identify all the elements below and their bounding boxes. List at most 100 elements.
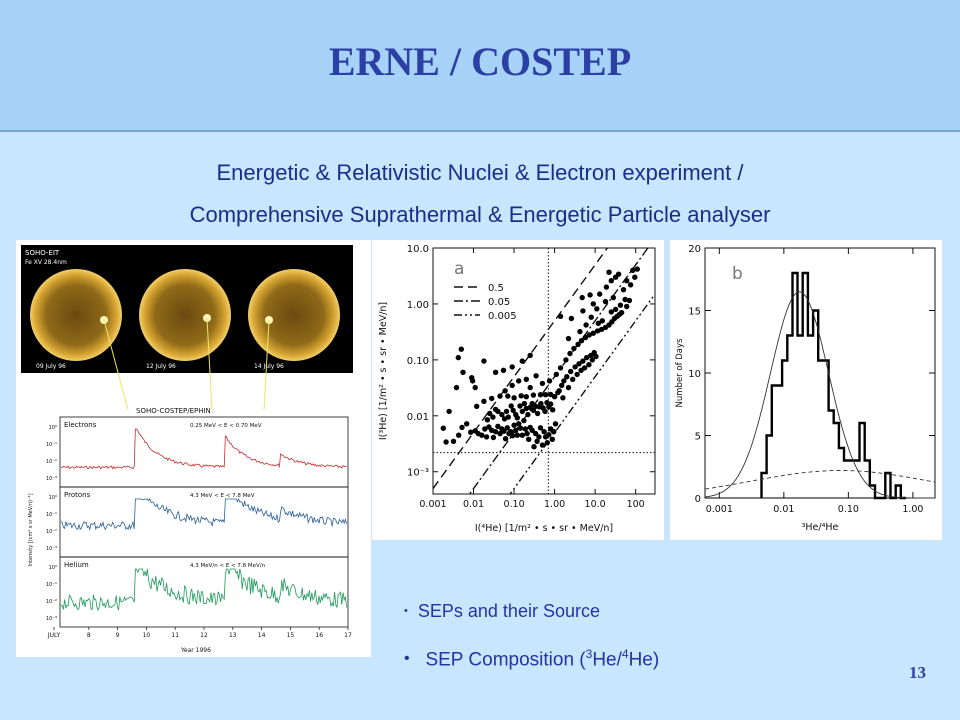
b-bar-17 xyxy=(849,461,854,499)
a-point-185 xyxy=(624,278,630,284)
a-xtick-0: 0.001 xyxy=(419,499,446,510)
a-point-78 xyxy=(542,408,548,415)
a-point-85 xyxy=(489,395,495,402)
a-point-159 xyxy=(622,296,628,303)
a-point-148 xyxy=(594,328,601,334)
a-point-5 xyxy=(456,432,462,438)
b-bar-20 xyxy=(865,461,870,499)
b-bar-12 xyxy=(823,361,828,499)
a-point-110 xyxy=(527,352,533,359)
a-point-107 xyxy=(500,367,507,373)
a-point-157 xyxy=(624,303,630,310)
a-point-173 xyxy=(579,294,585,301)
a-point-106 xyxy=(492,369,499,375)
a-point-130 xyxy=(580,358,586,364)
sun-date-3: 14 July 96 xyxy=(254,363,284,370)
bullet-text-2-post: He) xyxy=(628,649,660,671)
a-point-161 xyxy=(612,306,619,313)
a-point-142 xyxy=(571,345,577,352)
a-point-175 xyxy=(597,291,603,297)
b-ytick-0: 0 xyxy=(695,494,701,505)
a-point-69 xyxy=(525,411,531,418)
chart-b-panel: b 0 5 10 15 20 0.001 0.01 0.10 1.00 ³He/⁴He Num… xyxy=(670,240,942,540)
ephin-label: SOHO-COSTEP/EPHIN xyxy=(136,407,211,415)
bullet-text-2-mid: He/ xyxy=(592,649,622,671)
a-point-11 xyxy=(482,426,488,432)
a-point-43 xyxy=(539,442,546,448)
a-point-59 xyxy=(503,408,510,415)
a-point-135 xyxy=(589,357,595,363)
a-point-82 xyxy=(550,407,556,413)
left-x-axis-label: Year 1996 xyxy=(180,647,211,654)
a-point-31 xyxy=(519,432,525,438)
a-point-125 xyxy=(570,376,576,382)
row-series-helium xyxy=(60,568,347,612)
a-point-139 xyxy=(557,365,564,371)
a-point-27 xyxy=(513,427,519,433)
row-ytick-0-1: 10⁻¹ xyxy=(46,442,57,448)
b-ytick-2: 10 xyxy=(688,369,701,380)
eit-sublabel: Fe XV 28.4nm xyxy=(25,259,67,266)
a-point-90 xyxy=(523,394,529,400)
a-point-4 xyxy=(459,424,465,431)
a-point-180 xyxy=(606,269,612,275)
chart-a-points xyxy=(440,266,640,450)
a-point-64 xyxy=(514,415,520,421)
row-range-electrons: 0.25 MeV < E < 0.70 MeV xyxy=(190,423,262,429)
row-ytick-0-0: 10⁰ xyxy=(49,425,57,431)
a-point-3 xyxy=(450,438,457,444)
a-point-166 xyxy=(588,314,594,320)
a-point-46 xyxy=(544,440,550,446)
a-point-119 xyxy=(559,382,565,389)
chart-a-x-axis: 0.001 0.01 0.10 1.00 10.0 100 xyxy=(419,248,645,510)
b-bar-13 xyxy=(829,411,834,499)
a-xtick-4: 10.0 xyxy=(585,499,606,510)
connector-line-1 xyxy=(103,319,129,411)
bullet-text-1: SEPs and their Source xyxy=(417,601,600,621)
chart-a-x-label: I(⁴He) [1/m² • s • sr • MeV/n] xyxy=(475,523,613,534)
a-xtick-2: 0.10 xyxy=(503,499,524,510)
a-point-169 xyxy=(610,294,616,301)
a-point-112 xyxy=(460,369,466,375)
a-point-186 xyxy=(620,287,627,293)
sun-date-2: 12 July 96 xyxy=(146,363,176,370)
a-point-81 xyxy=(548,401,554,407)
a-ytick-1: 0.01 xyxy=(407,412,429,423)
b-bar-10 xyxy=(813,311,818,499)
a-point-177 xyxy=(608,278,614,284)
left-y-axis-label: Intensity [(cm² s sr MeV/n)⁻¹] xyxy=(28,493,34,566)
a-point-49 xyxy=(549,436,555,442)
a-point-133 xyxy=(586,362,592,368)
a-point-34 xyxy=(524,430,530,437)
chart-a-y-label: I(³He) [1/m² • s • sr • MeV/n] xyxy=(378,302,389,440)
a-point-121 xyxy=(560,395,566,401)
b-xtick-1: 0.01 xyxy=(773,504,794,515)
b-ytick-1: 5 xyxy=(695,432,701,443)
a-point-91 xyxy=(530,392,537,398)
left-xtick-3: 10 xyxy=(143,632,151,639)
a-point-160 xyxy=(617,302,624,308)
a-point-57 xyxy=(499,411,505,418)
a-point-38 xyxy=(531,444,537,450)
a-point-114 xyxy=(455,354,461,361)
a-legend-label-2: 0.005 xyxy=(488,311,517,322)
b-fit-curve-narrow xyxy=(704,291,935,499)
a-point-39 xyxy=(532,430,539,437)
bullet-text-2-pre: SEP Composition ( xyxy=(425,649,586,671)
chart-b-y-label: Number of Days xyxy=(675,338,685,408)
sun-disk-2 xyxy=(139,269,231,361)
a-point-97 xyxy=(502,388,508,394)
a-point-131 xyxy=(581,365,588,371)
b-bar-0 xyxy=(762,473,767,498)
row-series-electrons xyxy=(60,428,347,470)
page-number: 13 xyxy=(909,663,926,682)
row-ytick-2-3: 10⁻³ xyxy=(46,616,57,622)
a-point-10 xyxy=(479,432,485,438)
chart-a-y-axis: 10⁻³ 0.01 0.10 1.00 10.0 xyxy=(407,244,655,479)
chart-a-panel-label: a xyxy=(454,259,464,279)
a-point-74 xyxy=(534,410,541,417)
subtitle-line-2: Comprehensive Suprathermal & Energetic P… xyxy=(189,202,771,227)
b-ytick-3: 15 xyxy=(688,307,701,318)
bullet-sup-4: 4 xyxy=(621,647,629,661)
